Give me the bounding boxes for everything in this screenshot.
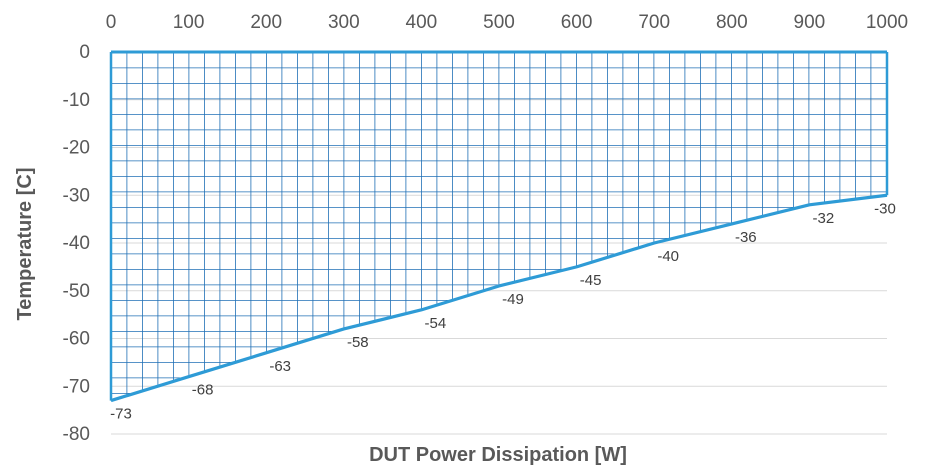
x-tick-label: 100 xyxy=(173,12,205,33)
y-tick-label: -50 xyxy=(63,281,90,302)
area-region xyxy=(109,50,889,403)
x-tick-label: 400 xyxy=(406,12,438,33)
data-label: -49 xyxy=(502,291,524,308)
x-tick-label: 300 xyxy=(328,12,360,33)
x-tick-label: 900 xyxy=(794,12,826,33)
area-fill xyxy=(111,52,887,401)
data-label: -30 xyxy=(874,200,896,217)
data-label: -73 xyxy=(110,406,132,423)
data-label: -32 xyxy=(813,210,835,227)
y-tick-label: -80 xyxy=(63,424,90,445)
series-line xyxy=(110,193,888,403)
x-tick-labels: 0 100 200 300 400 500 600 700 800 900 1000 xyxy=(106,12,908,33)
y-tick-label: 0 xyxy=(79,42,90,63)
data-label: -40 xyxy=(657,248,679,265)
y-tick-label: -70 xyxy=(63,376,90,397)
x-tick-label: 700 xyxy=(638,12,670,33)
data-label: -54 xyxy=(425,315,447,332)
data-label: -63 xyxy=(269,358,291,375)
x-tick-label: 200 xyxy=(250,12,282,33)
data-label: -68 xyxy=(192,382,214,399)
x-tick-label: 600 xyxy=(561,12,593,33)
y-tick-label: -20 xyxy=(63,138,90,159)
data-label: -45 xyxy=(580,272,602,289)
x-axis-title: DUT Power Dissipation [W] xyxy=(369,444,627,466)
y-tick-label: -40 xyxy=(63,233,90,254)
y-tick-labels: 0 -10 -20 -30 -40 -50 -60 -70 -80 xyxy=(63,42,90,445)
data-label: -58 xyxy=(347,334,369,351)
y-axis-title: Temperature [C] xyxy=(14,168,36,321)
x-tick-label: 1000 xyxy=(866,12,908,33)
y-tick-label: -30 xyxy=(63,185,90,206)
x-tick-label: 0 xyxy=(106,12,117,33)
y-tick-label: -10 xyxy=(63,90,90,111)
x-tick-label: 800 xyxy=(716,12,748,33)
data-label: -36 xyxy=(735,229,757,246)
y-tick-label: -60 xyxy=(63,329,90,350)
x-tick-label: 500 xyxy=(483,12,515,33)
data-labels: -73 -68 -63 -58 -54 -49 -45 -40 -36 -32 -30 xyxy=(110,200,896,422)
